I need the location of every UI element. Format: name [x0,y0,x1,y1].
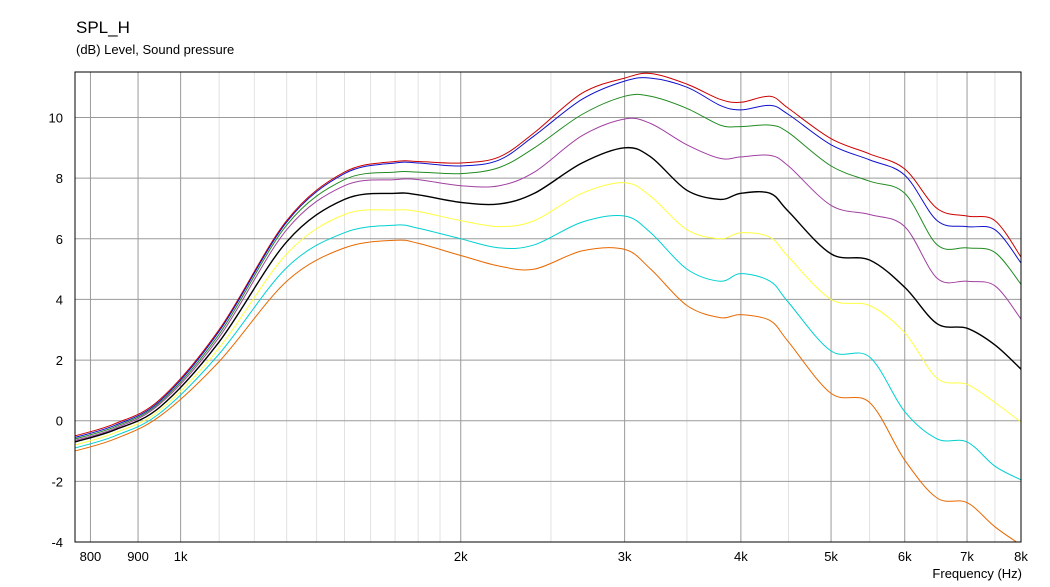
series-line-8 [75,239,1018,542]
x-axis-label: Frequency (Hz) [932,566,1022,581]
series-line-6 [75,182,1021,446]
chart-series [75,72,1021,542]
x-tick-label: 6k [898,549,912,564]
x-tick-label: 1k [174,549,188,564]
series-line-2 [75,77,1021,438]
x-tick-label: 5k [824,549,838,564]
x-tick-label: 800 [80,549,102,564]
series-line-3 [75,93,1021,440]
x-tick-label: 4k [734,549,748,564]
x-tick-label: 900 [127,549,149,564]
x-tick-label: 8k [1014,549,1028,564]
chart-title: SPL_H [76,18,130,37]
chart-grid [75,72,1022,543]
y-axis-label: (dB) Level, Sound pressure [76,42,235,57]
x-tick-label: 7k [960,549,974,564]
series-line-4 [75,117,1021,441]
x-tick-label: 3k [618,549,632,564]
y-tick-label: 2 [56,353,63,368]
x-tick-labels: 800 900 1k 2k 3k 4k 5k 6k 7k 8k [80,549,1029,564]
y-tick-label: 0 [56,414,63,429]
series-line-1 [75,72,1021,437]
series-line-7 [75,215,1021,481]
y-tick-label: -4 [51,535,63,550]
y-tick-label: 10 [49,110,63,125]
series-line-5 [75,146,1021,443]
y-tick-label: 8 [56,171,63,186]
x-tick-label: 2k [454,549,468,564]
y-tick-label: -2 [51,474,63,489]
plot-frame [74,71,1022,543]
y-tick-labels: 10 8 6 4 2 0 -2 -4 [49,110,63,550]
y-tick-label: 6 [56,232,63,247]
y-tick-label: 4 [56,292,63,307]
